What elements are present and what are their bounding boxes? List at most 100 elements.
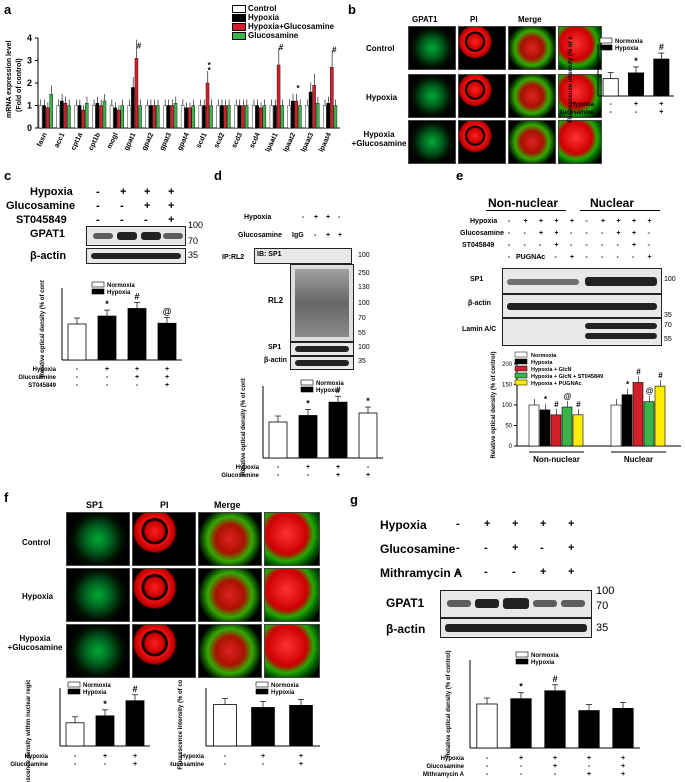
y-tick-label: 0: [509, 444, 513, 450]
legend-label: Hypoxia: [271, 690, 295, 696]
bar: [56, 105, 61, 129]
d-mw-100c: 100: [358, 344, 370, 351]
band: [91, 253, 181, 259]
panel-a-ylabel-1: mRNA expression level: [6, 40, 13, 118]
e-row-glucosamine: Glucosamine: [460, 230, 504, 237]
d-sign: IgG: [292, 232, 304, 239]
e-sign: -: [585, 218, 588, 225]
legend-swatch: [300, 386, 314, 393]
legend-swatch: [232, 5, 246, 13]
bar: [251, 105, 256, 129]
condition-sign: +: [553, 763, 557, 770]
condition-sign: +: [165, 382, 169, 389]
legend-label: Hypoxia: [531, 660, 555, 666]
smear: [295, 269, 349, 337]
band: [503, 598, 529, 609]
d-mw-250: 250: [358, 270, 370, 277]
bar: [305, 105, 309, 129]
condition-sign: +: [133, 761, 137, 768]
panel-a-legend: Control Hypoxia Hypoxia+Glucosamine Gluc…: [232, 4, 334, 40]
micro-f-zoom-control: [264, 512, 320, 566]
y-tick-label: 3: [27, 56, 32, 66]
e-sign: +: [554, 242, 559, 249]
group-label: Nuclear: [624, 455, 653, 464]
bar: [330, 67, 334, 129]
micro-b-merge-hypoxia: [508, 74, 556, 118]
bar: [653, 58, 670, 97]
panel-b-row-hypoxia: Hypoxia: [366, 93, 398, 102]
significance-mark: #: [335, 385, 340, 395]
condition-sign: +: [621, 771, 625, 778]
d-blot-label-actin: β-actin: [264, 357, 287, 364]
condition-label: Glucosamine: [170, 762, 205, 768]
group-label: Non-nuclear: [533, 455, 580, 464]
y-tick-label: 50: [505, 424, 512, 430]
e-sign: -: [523, 242, 526, 249]
condition-sign: -: [277, 472, 280, 479]
e-mw-55: 55: [664, 336, 672, 343]
panel-g-chart: * # Relative optical density (% of control…: [423, 650, 640, 778]
g-sign: -: [512, 566, 516, 578]
micro-f-merge-hypoxia: [198, 568, 262, 622]
g-mw-70: 70: [596, 600, 609, 612]
bar: [42, 105, 46, 129]
significance-mark: *: [366, 396, 370, 406]
bar: [276, 64, 281, 129]
y-tick-label: 2: [27, 78, 32, 88]
bar: [188, 107, 192, 129]
bar: [45, 107, 50, 129]
d-sign: +: [314, 214, 319, 221]
e-sign: -: [616, 242, 619, 249]
legend-swatch: [300, 379, 314, 386]
e-group-nonnuclear: Non-nuclear: [488, 196, 559, 210]
e-sign: -: [570, 230, 573, 237]
bar: [38, 105, 43, 129]
condition-sign: -: [554, 771, 557, 778]
micro-b-gpat1-hypoxia: [408, 74, 456, 118]
e-sign: -: [554, 254, 557, 261]
legend-swatch: [67, 688, 81, 695]
panel-label-g: g: [350, 492, 358, 507]
e-sign: -: [539, 242, 542, 249]
legend-swatch: [599, 37, 613, 44]
condition-label: Glucosamine: [560, 110, 595, 116]
e-sign: -: [585, 254, 588, 261]
legend-label: Normoxia: [271, 683, 299, 689]
legend-swatch: [67, 681, 81, 688]
panel-e-chart: 0 50 100 150 200 * # @ # Non-nuclear * # @ # Nuclear Re…: [491, 351, 681, 464]
e-sign: -: [616, 254, 619, 261]
legend-label: Hypoxia: [248, 13, 280, 22]
d-blot-label-sp1: SP1: [268, 344, 282, 351]
c-sign: -: [96, 186, 100, 198]
x-tick-label: gpat2: [141, 132, 155, 152]
c-sign: +: [168, 214, 175, 226]
bar: [209, 105, 213, 129]
d-sign: -: [302, 214, 305, 221]
band: [585, 277, 657, 286]
e-sign: +: [632, 218, 637, 225]
significance-mark: *: [544, 395, 548, 404]
c-row-glucosamine: Glucosamine: [6, 200, 76, 212]
bar: [550, 414, 562, 447]
legend-label: Hypoxia: [83, 690, 107, 696]
g-sign: -: [540, 542, 544, 554]
bar: [539, 409, 551, 447]
condition-sign: +: [634, 101, 638, 108]
micro-b-zoom-control: [558, 26, 602, 70]
bar: [191, 105, 196, 129]
d-mw-100a: 100: [358, 252, 370, 259]
micro-f-zoom-hypoxia-glucosamine: [264, 624, 320, 678]
d-row-hypoxia: Hypoxia: [244, 214, 272, 221]
x-tick-label: lpaat4: [318, 132, 333, 153]
g-sign: -: [484, 542, 488, 554]
micro-f-pi-hypoxia: [132, 568, 196, 622]
g-sign: -: [456, 518, 460, 530]
f-col-merge: Merge: [214, 500, 241, 510]
y-axis-label: Fluorescence density within nuclear regi…: [26, 680, 32, 782]
bar: [291, 100, 295, 129]
c-sign: -: [96, 200, 100, 212]
significance-mark: #: [554, 400, 559, 409]
bar: [219, 105, 224, 129]
bar: [578, 710, 600, 749]
f-row-control: Control: [22, 538, 51, 547]
